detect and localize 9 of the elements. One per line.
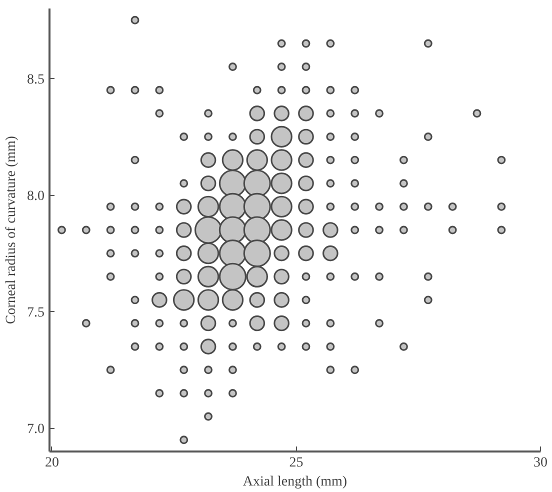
x-axis-title: Axial length (mm) [242, 474, 348, 490]
x-tick-label: 30 [534, 456, 548, 470]
x-tick-label: 20 [44, 456, 59, 470]
y-tick-label: 7.0 [27, 422, 44, 438]
y-tick-label: 8.5 [27, 72, 44, 88]
y-tick-label: 8.0 [27, 189, 44, 204]
y-tick-label: 7.5 [27, 306, 44, 321]
y-axis-title: Corneal radius of curvature (mm) [4, 136, 19, 324]
x-tick-label: 25 [289, 456, 304, 470]
